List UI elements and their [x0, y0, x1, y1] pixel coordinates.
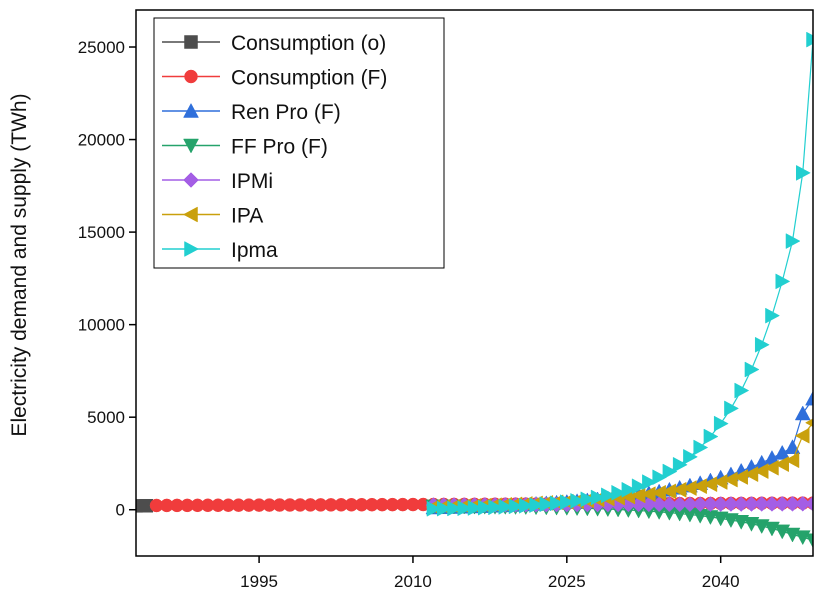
data-point [519, 497, 534, 514]
data-point [733, 469, 748, 485]
data-point [784, 452, 800, 469]
plot-frame [135, 9, 814, 557]
data-point [549, 495, 565, 512]
data-point [794, 427, 810, 444]
data-point [712, 474, 728, 490]
data-point [703, 428, 719, 445]
y-axis-title: Electricity demand and supply (TWh) [8, 93, 31, 436]
x-tick-label: 1995 [240, 572, 278, 591]
y-tick-label: 0 [116, 501, 125, 520]
data-point [795, 164, 811, 181]
data-point [683, 448, 698, 465]
data-point [539, 496, 555, 513]
data-point [805, 495, 813, 512]
data-point [426, 500, 442, 517]
legend-label: Ipma [231, 239, 278, 262]
legend-label: IPMi [231, 170, 273, 193]
data-point [457, 500, 473, 517]
series-ipma [426, 31, 813, 517]
legend-entry: IPA [162, 205, 263, 228]
legend-label: FF Pro (F) [231, 136, 328, 159]
y-tick-label: 20000 [78, 131, 125, 150]
y-tick-label: 15000 [78, 223, 125, 242]
legend-marker [183, 138, 199, 154]
legend-label: Consumption (o) [231, 32, 386, 55]
data-point [560, 494, 575, 511]
data-point [753, 463, 769, 480]
data-point [570, 492, 586, 509]
y-tick-label: 10000 [78, 316, 125, 335]
data-point [590, 489, 606, 506]
tick-group: 0 5000 10000 15000 20000 25000 1995 2010 2025 204… [78, 38, 740, 591]
data-point [508, 498, 524, 515]
data-point [775, 273, 791, 290]
data-point [765, 307, 780, 324]
x-tick-label: 2025 [548, 572, 586, 591]
data-point [744, 361, 760, 378]
legend-marker [184, 69, 198, 84]
data-point [743, 466, 759, 483]
legend-marker [182, 206, 198, 223]
series-line-ipma [433, 39, 813, 510]
series-group [136, 31, 813, 549]
legend-marker [184, 241, 200, 257]
data-point [631, 478, 647, 495]
data-point [611, 484, 627, 501]
data-point [794, 405, 811, 421]
data-point [722, 471, 738, 488]
data-point [621, 481, 637, 498]
data-point [785, 233, 801, 249]
legend-marker [183, 102, 199, 118]
data-point [467, 500, 483, 516]
legend-entry: Consumption (F) [162, 67, 387, 90]
data-point [724, 400, 739, 417]
legend-entry: FF Pro (F) [162, 136, 328, 159]
data-point [672, 456, 688, 473]
legend-label: IPA [231, 205, 263, 228]
legend-box [153, 17, 445, 269]
data-point [652, 469, 668, 486]
data-point [693, 439, 709, 456]
y-tick-label: 5000 [87, 408, 125, 427]
data-point [580, 491, 596, 508]
data-point [754, 336, 770, 353]
data-point [713, 415, 729, 432]
legend-marker [183, 172, 199, 188]
data-point [642, 474, 657, 491]
legend-marker [184, 35, 198, 49]
data-point [805, 533, 813, 549]
data-point [436, 500, 452, 517]
series-consumption-o [136, 498, 154, 513]
data-point [478, 499, 493, 516]
legend-label: Consumption (F) [231, 67, 387, 90]
data-point [734, 382, 750, 399]
legend-entry: Consumption (o) [162, 32, 386, 55]
data-point [488, 499, 504, 516]
data-point [601, 487, 616, 504]
legend-entry: Ren Pro (F) [162, 101, 341, 124]
data-point [662, 463, 678, 480]
data-point [806, 31, 813, 48]
x-tick-label: 2040 [702, 572, 740, 591]
legend-label: Ren Pro (F) [231, 101, 341, 124]
legend-entry: IPMi [162, 170, 273, 193]
data-point [529, 497, 545, 514]
data-point [498, 498, 514, 515]
data-point [805, 390, 813, 406]
legend: Consumption (o) Consumption (F) Ren Pro (F… [153, 17, 445, 269]
data-point [447, 500, 463, 517]
x-tick-label: 2010 [394, 572, 432, 591]
y-tick-label: 25000 [78, 38, 125, 57]
legend-entry: Ipma [162, 239, 278, 262]
